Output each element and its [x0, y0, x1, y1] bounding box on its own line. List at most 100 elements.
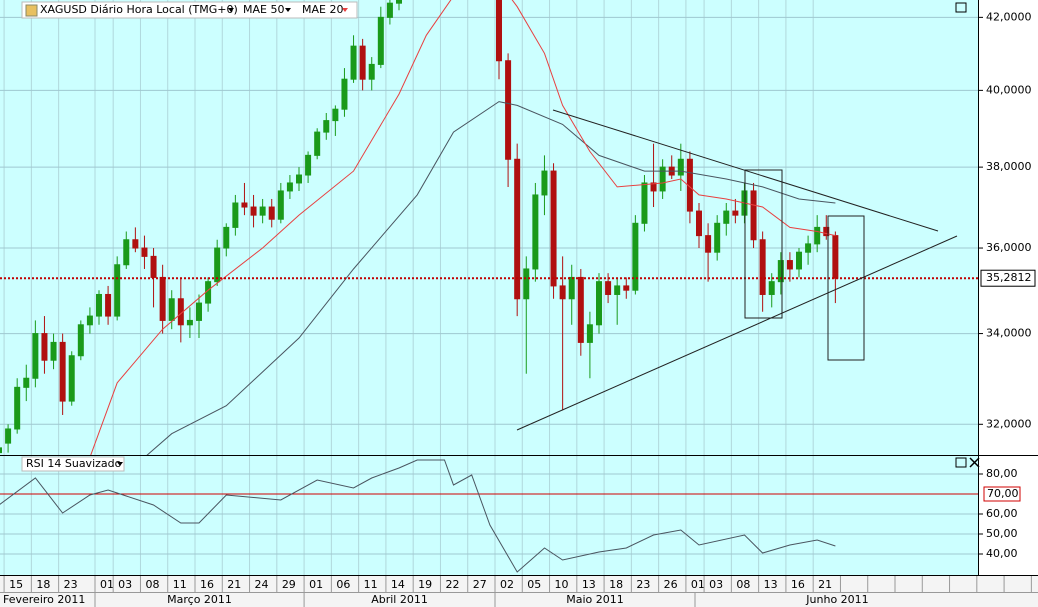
x-tick-label: 19	[418, 578, 432, 591]
candle-body	[314, 131, 321, 156]
candle-body	[832, 235, 839, 279]
candle-body	[268, 206, 275, 220]
x-tick-label: 27	[473, 578, 487, 591]
reference-label: 70,00	[987, 487, 1019, 500]
x-tick-label: 03	[118, 578, 132, 591]
candle-body	[59, 341, 66, 402]
candle-body	[823, 226, 830, 237]
indicator-title[interactable]: RSI 14 Suavizado	[26, 457, 122, 470]
candle-body	[586, 324, 593, 343]
candle-body	[350, 45, 357, 80]
x-tick-label: 15	[9, 578, 23, 591]
dropdown[interactable]	[117, 462, 123, 466]
candle-body	[105, 293, 112, 317]
box	[744, 169, 783, 319]
month-label: Junho 2011	[805, 593, 868, 606]
x-tick-label: 01	[691, 578, 705, 591]
x-tick-label: 03	[709, 578, 723, 591]
y-tick-label: 50,00	[986, 527, 1018, 540]
x-tick-label: 11	[173, 578, 187, 591]
candle-body	[559, 285, 566, 300]
last-price-label: 35,2812	[986, 271, 1032, 284]
legend-box	[21, 1, 358, 19]
candle-body	[32, 333, 39, 379]
x-tick-label: 02	[500, 578, 514, 591]
candle-body	[205, 281, 212, 304]
price-panel	[0, 0, 978, 455]
candle-body	[386, 2, 393, 18]
x-tick-label: 01	[100, 578, 114, 591]
month-label: Maio 2011	[566, 593, 624, 606]
candle-body	[541, 170, 548, 196]
x-tick-label: 24	[255, 578, 269, 591]
legend-entry[interactable]: MAE 50	[243, 3, 284, 16]
x-tick-label: 08	[145, 578, 159, 591]
candle-body	[759, 239, 766, 295]
candle-body	[377, 16, 384, 65]
x-tick-label: 26	[664, 578, 678, 591]
indicator-line	[90, 0, 836, 455]
candle-body	[223, 226, 230, 249]
candle-body	[232, 202, 239, 228]
candle-body	[159, 276, 166, 321]
x-tick-label: 16	[791, 578, 805, 591]
close-button[interactable]	[969, 457, 980, 468]
candle-body	[596, 281, 602, 326]
annotations	[516, 109, 958, 431]
candle-body	[41, 333, 48, 361]
candle-body	[632, 222, 639, 291]
last-price-box	[980, 269, 1036, 287]
candle-body	[14, 386, 21, 430]
candle-body	[241, 202, 248, 208]
candle-body	[0, 447, 2, 454]
y-tick-label: 60,00	[986, 507, 1018, 520]
candle-body	[677, 158, 684, 176]
candle-body	[805, 243, 812, 253]
candle-body	[568, 276, 575, 300]
dropdown[interactable]	[285, 8, 291, 12]
x-tick-label: 23	[636, 578, 650, 591]
candle-body	[23, 377, 30, 388]
x-tick-label: 11	[364, 578, 378, 591]
maximize-button[interactable]	[955, 457, 967, 468]
y-tick-label: 40,00	[986, 547, 1018, 560]
month-label: Março 2011	[167, 593, 232, 606]
dropdown[interactable]	[342, 8, 348, 12]
indicator-line	[0, 459, 836, 573]
candle-body	[332, 108, 339, 122]
price-axis	[978, 0, 1038, 575]
candle-body	[96, 293, 102, 317]
y-tick-label: 40,0000	[986, 83, 1032, 96]
candle-body	[77, 324, 84, 357]
chart-title[interactable]: XAGUSD Diário Hora Local (TMG+0)	[40, 3, 238, 16]
candle-body	[650, 182, 657, 192]
candle-body	[259, 206, 266, 216]
maximize-button[interactable]	[955, 2, 967, 13]
y-tick-label: 36,0000	[986, 241, 1032, 254]
x-tick-label: 18	[36, 578, 50, 591]
candle-body	[696, 210, 702, 237]
candle-body	[705, 235, 712, 253]
candle-body	[123, 239, 130, 266]
month-label: Abril 2011	[371, 593, 428, 606]
candle-body	[550, 170, 557, 287]
dropdown[interactable]	[228, 8, 234, 12]
candle-body	[623, 285, 630, 291]
candle-body	[496, 0, 502, 62]
box	[827, 215, 865, 361]
x-tick-label: 08	[736, 578, 750, 591]
candle-body	[323, 120, 330, 133]
x-tick-label: 13	[764, 578, 778, 591]
candle-body	[605, 281, 612, 295]
candle-body	[732, 210, 739, 216]
x-tick-label: 23	[64, 578, 78, 591]
legend-entry[interactable]: MAE 20	[302, 3, 343, 16]
candle-body	[214, 247, 221, 283]
x-tick-label: 14	[391, 578, 405, 591]
time-axis	[0, 576, 1038, 607]
candle-body	[168, 298, 175, 321]
candle-body	[150, 255, 157, 278]
candle-body	[786, 260, 793, 270]
x-tick-label: 16	[200, 578, 214, 591]
